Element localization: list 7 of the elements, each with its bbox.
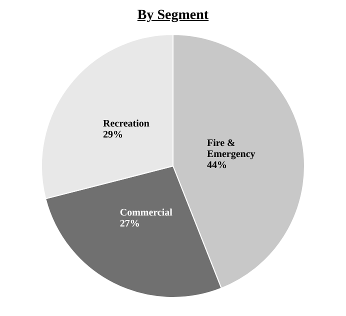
slice-label: Recreation [103,118,150,130]
data-label: 44% [206,160,227,171]
chart-title: By Segment [136,8,210,25]
slice-label: Commercial [120,207,173,218]
slice-label: Fire & Emergency [206,138,256,160]
data-label: 27% [120,218,140,230]
data-label: 29% [103,129,124,140]
